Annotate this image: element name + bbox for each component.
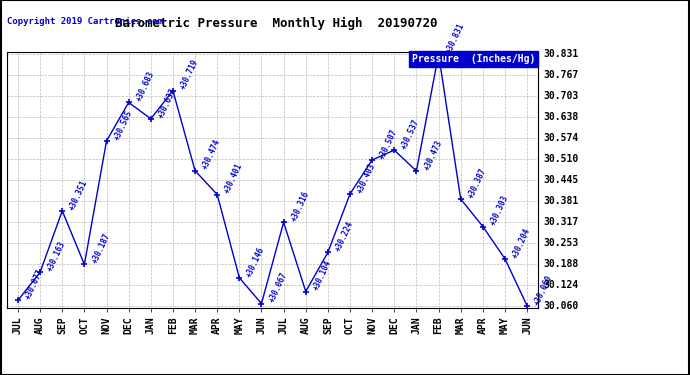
Text: 30.831: 30.831: [544, 49, 579, 59]
Text: +30.831: +30.831: [444, 22, 466, 55]
Text: +30.146: +30.146: [245, 245, 267, 278]
Text: +30.401: +30.401: [223, 162, 244, 195]
Text: 30.381: 30.381: [544, 196, 579, 206]
Text: Pressure  (Inches/Hg): Pressure (Inches/Hg): [412, 54, 535, 64]
Text: +30.204: +30.204: [511, 226, 533, 260]
Text: +30.473: +30.473: [422, 138, 444, 172]
Text: +30.507: +30.507: [377, 128, 400, 160]
Text: 30.124: 30.124: [544, 280, 579, 290]
Text: +30.387: +30.387: [466, 166, 488, 200]
Text: Copyright 2019 Cartronics.com: Copyright 2019 Cartronics.com: [7, 17, 163, 26]
Text: 30.188: 30.188: [544, 259, 579, 269]
Text: +30.187: +30.187: [90, 232, 112, 265]
Text: 30.253: 30.253: [544, 238, 579, 248]
Text: +30.303: +30.303: [489, 194, 510, 227]
Text: +30.316: +30.316: [289, 190, 311, 223]
Text: +30.719: +30.719: [179, 58, 200, 91]
Text: 30.317: 30.317: [544, 217, 579, 227]
Text: Barometric Pressure  Monthly High  20190720: Barometric Pressure Monthly High 2019072…: [115, 17, 437, 30]
Text: +30.104: +30.104: [311, 259, 333, 292]
Text: +30.633: +30.633: [157, 86, 178, 119]
Text: +30.565: +30.565: [112, 108, 134, 142]
Text: +30.163: +30.163: [46, 240, 68, 273]
Text: +30.474: +30.474: [201, 138, 222, 171]
Text: +30.351: +30.351: [68, 178, 90, 212]
Text: 30.060: 30.060: [544, 301, 579, 311]
Text: +30.403: +30.403: [355, 161, 377, 195]
Text: 30.638: 30.638: [544, 112, 579, 122]
Text: +30.683: +30.683: [135, 70, 156, 103]
Text: 30.703: 30.703: [544, 91, 579, 101]
Text: +30.060: +30.060: [533, 273, 555, 306]
Text: +30.224: +30.224: [333, 220, 355, 253]
Text: +30.537: +30.537: [400, 118, 422, 151]
Text: 30.445: 30.445: [544, 175, 579, 185]
Text: 30.574: 30.574: [544, 133, 579, 143]
Text: 30.767: 30.767: [544, 70, 579, 80]
Text: +30.067: +30.067: [267, 271, 289, 304]
Text: +30.077: +30.077: [23, 268, 46, 301]
Text: 30.510: 30.510: [544, 154, 579, 164]
